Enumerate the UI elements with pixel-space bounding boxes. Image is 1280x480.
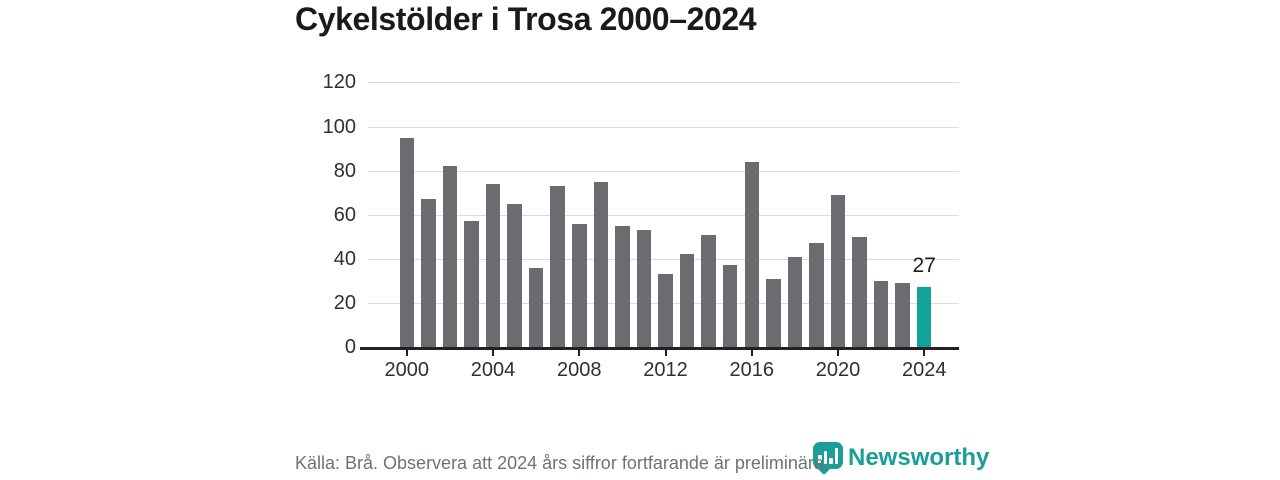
x-axis-line: [360, 347, 959, 350]
logo-bar-icon: [823, 451, 827, 464]
bar: [528, 267, 544, 347]
bar: [442, 166, 458, 347]
bar: [464, 221, 479, 347]
axis-tick: [578, 349, 581, 356]
gridline: [368, 258, 959, 260]
bar: [895, 283, 910, 347]
x-tick-label: 2008: [557, 359, 602, 381]
gridline: [368, 126, 959, 128]
bar: [787, 256, 803, 347]
bar: [421, 199, 436, 347]
axis-tick: [405, 349, 408, 356]
bar: [593, 181, 609, 347]
bar: [809, 243, 824, 347]
bar: [658, 274, 673, 347]
bar: [550, 186, 565, 347]
axis-tick: [750, 349, 753, 356]
bar: [852, 236, 867, 347]
bar: [615, 225, 630, 347]
bar: [744, 161, 759, 347]
logo-bar-icon: [829, 458, 833, 464]
y-tick-label: 120: [322, 71, 356, 94]
x-tick-label: 2004: [470, 359, 516, 381]
x-tick-label: 2000: [384, 359, 430, 381]
bar: [701, 234, 716, 347]
bar: [766, 278, 781, 347]
y-tick-label: 100: [322, 115, 356, 138]
y-tick-label: 60: [333, 203, 356, 226]
bar: [572, 223, 587, 347]
bar: [507, 203, 522, 347]
logo-bar-icon: [818, 455, 822, 464]
bar: [485, 183, 501, 347]
bar-highlighted: [916, 287, 932, 347]
gridline: [368, 82, 959, 84]
bar: [399, 137, 415, 347]
x-tick-label: 2020: [815, 359, 861, 381]
bar: [830, 194, 846, 347]
y-tick-label: 40: [333, 247, 356, 270]
x-tick-label: 2024: [901, 359, 947, 381]
x-tick-label: 2016: [729, 359, 775, 381]
y-tick-label: 80: [333, 159, 356, 182]
x-tick-label: 2012: [643, 359, 688, 381]
axis-tick: [837, 349, 839, 356]
gridline: [368, 214, 959, 216]
axis-tick: [923, 349, 926, 356]
bar: [636, 230, 652, 347]
newsworthy-logo: Newsworthy: [813, 442, 989, 473]
newsworthy-wordmark: Newsworthy: [848, 444, 990, 471]
y-tick-label: 0: [344, 336, 356, 358]
newsworthy-logo-icon: [813, 442, 843, 469]
bar: [873, 280, 889, 347]
axis-tick: [664, 349, 667, 356]
y-tick-label: 20: [333, 291, 356, 314]
bar: [679, 254, 695, 347]
source-note: Källa: Brå. Observera att 2024 års siffr…: [295, 453, 829, 473]
axis-tick: [492, 349, 495, 356]
bar: [722, 265, 738, 347]
logo-bar-icon: [834, 448, 838, 464]
gridline: [368, 170, 959, 172]
bar-value-label: 27: [912, 254, 936, 278]
chart-title: Cykelstölder i Trosa 2000–2024: [295, 1, 757, 37]
